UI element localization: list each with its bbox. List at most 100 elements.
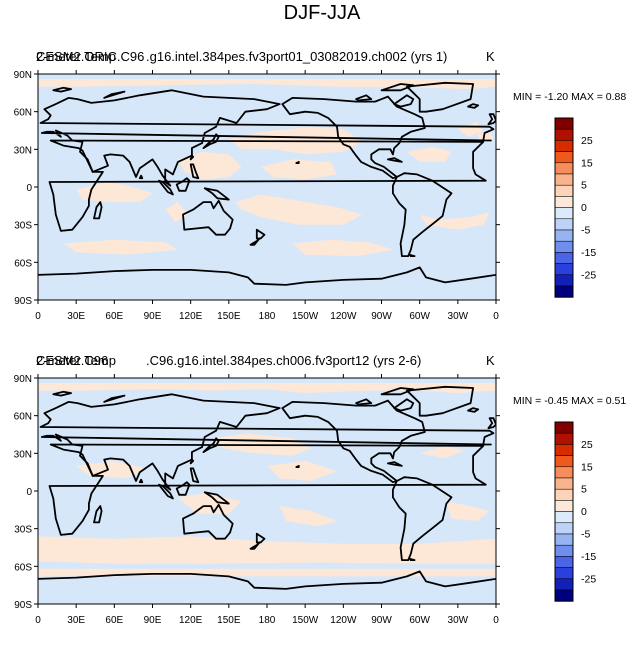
lon-label: 90W [371, 311, 392, 322]
colorbar-swatch [554, 263, 574, 276]
anomaly-positive-region [292, 239, 395, 257]
anomaly-positive-region [235, 194, 363, 225]
colorbar-swatch [554, 140, 574, 152]
min-max-readout: MIN = -0.45 MAX = 0.51 [513, 395, 626, 407]
coastline-greenland [406, 81, 474, 113]
anomaly-positive-region [177, 151, 242, 180]
coastline-baffin [393, 94, 415, 108]
panel-subtitle: .g16.intel.384pes.fv3port01_03082019.ch0… [146, 49, 447, 64]
colorbar-swatch [554, 173, 574, 186]
coastline-nzsouth [249, 541, 261, 550]
lat-label: 90N [14, 374, 32, 385]
coastline-victoria [355, 94, 373, 102]
coastline-japan [202, 133, 220, 149]
coastline-newzealand [255, 532, 266, 544]
anomaly-positive-region [38, 79, 496, 90]
coastline-britain [487, 113, 496, 126]
colorbar-swatch [554, 567, 574, 580]
lon-label: 120W [330, 615, 357, 626]
coastline-namerica [281, 95, 426, 180]
panel-subtitle: .C96.g16.intel.384pes.ch006.fv3port12 (y… [146, 353, 421, 368]
colorbar-swatch [554, 252, 574, 264]
lon-label: 180 [259, 615, 276, 626]
coastline-samerica [392, 172, 453, 257]
colorbar-swatch [554, 522, 574, 535]
anomaly-positive-region [267, 460, 337, 481]
lat-label: 60S [14, 562, 32, 573]
lon-label: 0 [35, 311, 41, 322]
map-fill-layer [38, 378, 496, 604]
anomaly-positive-region [260, 159, 337, 180]
colorbar-swatch [554, 151, 574, 164]
colorbar-label: -5 [581, 529, 590, 541]
lat-label: 60S [14, 258, 32, 269]
colorbar-label: 0 [581, 202, 587, 214]
lat-label: 90S [14, 600, 32, 611]
colorbar-swatch [554, 578, 574, 591]
colorbar-swatch [554, 432, 574, 445]
coastline-srilanka [138, 174, 144, 180]
lat-label: 90N [14, 70, 32, 81]
coastline-novayazemlya [103, 90, 126, 99]
coastline-australia [182, 199, 234, 236]
coastline-newzealand [255, 228, 266, 240]
coastline-madagascar [93, 505, 103, 524]
lon-label: 60E [105, 615, 123, 626]
panel-title-overlap-b: CESM2.C96 [36, 353, 108, 368]
colorbar-label: 15 [581, 157, 593, 169]
colorbar: 25 15 5 0 -5 -15 -25 [554, 117, 596, 298]
coastline-sumatra [158, 179, 174, 196]
lat-label: 30N [14, 145, 32, 156]
coastline-eurasia [39, 393, 495, 491]
figure-title: DJF-JJA [283, 2, 361, 24]
coastline-antarctica [38, 266, 496, 286]
coastline-madagascar [93, 201, 103, 220]
lon-label: 90W [371, 615, 392, 626]
anomaly-positive-region [406, 146, 452, 162]
colorbar-swatch [554, 196, 574, 208]
colorbar-swatch [554, 511, 574, 524]
colorbar-label: 25 [581, 135, 593, 147]
coastline-namerica [281, 399, 426, 484]
colorbar: 25 15 5 0 -5 -15 -25 [554, 421, 596, 602]
coastline-nzsouth [249, 237, 261, 246]
units-label: K [486, 49, 495, 64]
colorbar-label: -25 [581, 573, 596, 585]
lat-label: 30S [14, 525, 32, 536]
lon-label: 0 [35, 615, 41, 626]
coastline-cuba [387, 461, 403, 467]
anomaly-positive-region [476, 130, 494, 142]
coastlines [38, 81, 496, 286]
anomaly-positive-region [445, 501, 490, 522]
lon-label: 30E [67, 615, 85, 626]
coastline-borneo [175, 177, 191, 192]
lon-label: 90E [144, 311, 162, 322]
anomaly-positive-region [63, 239, 178, 255]
colorbar-swatch [554, 455, 574, 468]
coastline-srilanka [138, 478, 144, 484]
lat-label: 0 [26, 183, 32, 194]
coastline-africa [48, 139, 487, 232]
colorbar-label: -5 [581, 225, 590, 237]
colorbar-swatch [554, 533, 574, 546]
colorbar-swatch [554, 229, 574, 242]
map-panel-top: CESM2.ORIC.C96 2-meter Temp .g16.intel.384… [0, 42, 644, 342]
colorbar-label: 5 [581, 484, 587, 496]
panel-title-overlap-b: 2-meter Temp [36, 49, 116, 64]
lat-label: 90S [14, 296, 32, 307]
colorbar-label: -25 [581, 269, 596, 281]
lon-label: 30W [448, 615, 469, 626]
colorbar-swatch [554, 500, 574, 512]
coastline-antarctica [38, 570, 496, 590]
anomaly-positive-region [457, 121, 484, 137]
coastline-iceland [467, 103, 480, 109]
colorbar-swatch [554, 274, 574, 287]
lon-label: 120E [179, 615, 203, 626]
anomaly-positive-region [419, 212, 490, 230]
anomaly-positive-region [177, 493, 242, 514]
coastline-africa [48, 443, 487, 536]
colorbar-label: -15 [581, 247, 596, 259]
coastline-cuba [387, 157, 403, 163]
colorbar-swatch [554, 162, 574, 175]
